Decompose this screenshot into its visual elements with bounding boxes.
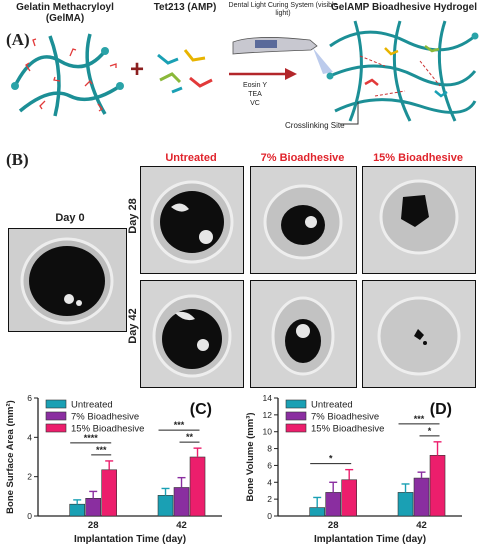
y-tick-label: 2	[27, 472, 32, 482]
y-tick-label: 0	[27, 511, 32, 521]
curing-system-label: Dental Light Curing System (visible ligh…	[228, 2, 338, 17]
x-tick-label: 28	[88, 520, 99, 531]
legend-label: 7% Bioadhesive	[71, 412, 139, 423]
y-tick-label: 10	[263, 427, 273, 437]
plus-sign: +	[130, 56, 145, 83]
significance-label: *	[428, 426, 432, 436]
legend-label: Untreated	[71, 400, 113, 411]
x-tick-label: 42	[416, 520, 427, 531]
legend-swatch	[45, 423, 67, 433]
bone-surface-area-chart: 0 2 4 6 Bone Surface Area (mm²) Implantation …	[5, 393, 222, 545]
y-tick-label: 8	[267, 444, 272, 454]
legend-label: Untreated	[311, 400, 353, 411]
ct-image-15pct-day28	[362, 166, 476, 274]
reagent-0: Eosin Y	[243, 82, 267, 89]
row-head-day28: Day 28	[127, 198, 139, 234]
y-axis-label: Bone Volume (mm³)	[245, 412, 256, 501]
amp-peptides-illustration	[157, 49, 213, 94]
curing-device-illustration	[229, 37, 333, 80]
col-head-7pct: 7% Bioadhesive	[260, 152, 345, 164]
y-tick-label: 2	[267, 494, 272, 504]
significance-label: ***	[174, 420, 185, 430]
significance-label: ***	[414, 414, 425, 424]
crosslink-pointer	[340, 102, 359, 125]
y-tick-label: 0	[267, 511, 272, 521]
day0-label: Day 0	[55, 212, 85, 224]
bar	[429, 455, 446, 517]
ct-image-day0	[8, 228, 127, 332]
y-tick-label: 14	[263, 393, 273, 403]
y-tick-label: 4	[267, 477, 272, 487]
legend-label: 15% Bioadhesive	[71, 424, 144, 435]
significance-label: *	[329, 454, 333, 464]
bar	[413, 477, 430, 517]
x-axis-label: Implantation Time (day)	[314, 534, 426, 545]
legend-swatch	[285, 411, 307, 421]
legend-label: 15% Bioadhesive	[311, 424, 384, 435]
panel-letter: (C)	[190, 401, 212, 418]
bar	[341, 479, 357, 517]
bar	[85, 498, 101, 517]
amp-label: Tet213 (AMP)	[153, 2, 217, 13]
gelma-label: Gelatin Methacryloyl (GelMA)	[16, 2, 114, 24]
bar	[157, 495, 174, 517]
reagent-2: VC	[250, 100, 260, 107]
reagent-1: TEA	[248, 91, 262, 98]
col-head-untreated: Untreated	[165, 152, 217, 164]
ct-image-untreated-day42	[140, 280, 244, 388]
bar	[173, 487, 190, 517]
ct-image-untreated-day28	[140, 166, 244, 274]
legend-swatch	[285, 423, 307, 433]
x-axis-label: Implantation Time (day)	[74, 534, 186, 545]
bar	[309, 507, 325, 517]
bar	[69, 503, 85, 517]
row-head-day42: Day 42	[127, 308, 139, 344]
crosslink-label: Crosslinking Site	[285, 121, 345, 130]
legend-label: 7% Bioadhesive	[311, 412, 379, 423]
legend-swatch	[45, 399, 67, 409]
col-head-15pct: 15% Bioadhesive	[373, 152, 463, 164]
ct-image-7pct-day42	[250, 280, 357, 388]
significance-label: **	[186, 432, 194, 442]
significance-label: ***	[96, 445, 107, 455]
y-tick-label: 6	[267, 460, 272, 470]
bar	[189, 456, 206, 517]
product-label: GelAMP Bioadhesive Hydrogel	[331, 2, 477, 13]
bar	[397, 492, 414, 517]
y-tick-label: 12	[263, 410, 273, 420]
bar	[325, 492, 341, 517]
x-tick-label: 42	[176, 520, 187, 531]
bone-volume-chart: 0 2 4 6 8 10 12 14 Bone Volume (mm³) Implantation…	[245, 393, 462, 545]
panel-b-letter: (B)	[6, 150, 29, 169]
panel-a-letter: (A)	[6, 30, 30, 49]
y-axis-label: Bone Surface Area (mm²)	[5, 400, 16, 514]
ct-image-7pct-day28	[250, 166, 357, 274]
y-tick-label: 6	[27, 393, 32, 403]
legend-swatch	[285, 399, 307, 409]
bar	[101, 469, 117, 517]
gelma-network-illustration	[11, 33, 124, 117]
y-tick-label: 4	[27, 432, 32, 442]
ct-image-15pct-day42	[362, 280, 476, 388]
panel-letter: (D)	[430, 401, 452, 418]
legend-swatch	[45, 411, 67, 421]
significance-label: ****	[84, 433, 99, 443]
x-tick-label: 28	[328, 520, 339, 531]
